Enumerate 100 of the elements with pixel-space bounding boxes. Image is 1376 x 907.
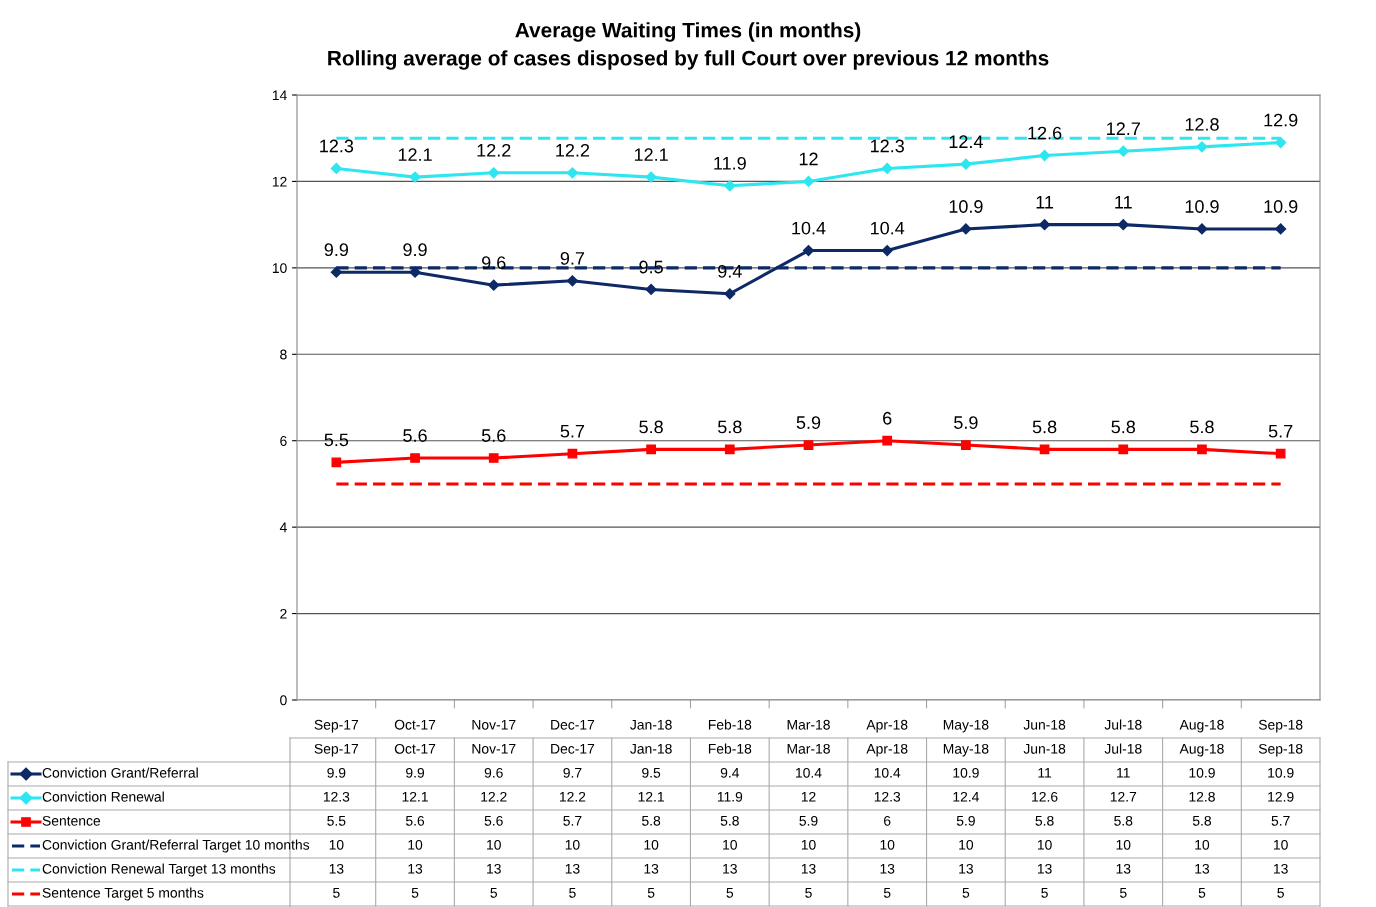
x-tick-label: Feb-18 [708,719,752,730]
data-label: 12.1 [402,791,428,802]
data-label: 5 [333,888,340,898]
x-tick-label: Apr-18 [866,719,908,733]
point [409,266,421,278]
data-label: 9.4 [720,767,740,778]
point [882,435,893,446]
data-label: 9.9 [406,767,425,778]
data-label: 13 [1116,863,1131,874]
point [1196,141,1208,153]
data-label: 9.9 [327,767,346,778]
data-label: 11.9 [714,156,746,170]
data-label: 12.8 [1189,791,1215,802]
data-label: 13 [880,863,895,874]
data-label: 13 [723,863,737,874]
data-label: 5 [1198,888,1206,898]
data-label: 12.4 [953,791,979,802]
data-label: 10 [644,839,659,850]
y-tick-label: 6 [280,436,287,446]
data-label: 13 [801,863,816,874]
data-label: 13 [1195,863,1210,874]
data-label: 5 [490,888,498,898]
data-label: 13 [329,863,344,874]
y-tick-label: 12 [272,176,287,187]
data-label: 11 [1117,768,1130,778]
category-label: Mar-18 [787,743,830,754]
data-label: 10.9 [1189,767,1215,778]
point [724,180,736,192]
data-label: 12.3 [871,139,904,153]
x-tick-label: Mar-18 [787,719,830,730]
y-tick-label: 2 [280,608,287,619]
point [960,158,972,170]
data-label: 5.9 [954,416,978,429]
data-label: 10 [487,839,501,850]
point [1118,444,1129,455]
data-label: 9.6 [484,767,503,778]
data-label: 9.7 [563,767,582,778]
data-label: 12.2 [477,143,511,157]
data-label: 9.7 [560,251,585,265]
data-label: 10 [329,839,344,850]
data-label: 5 [569,888,576,898]
data-label: 11 [1038,768,1052,778]
data-label: 5 [411,888,419,898]
legend-label: Sentence Target 5 months [42,887,204,901]
data-label: 12 [801,791,816,802]
legend-label: Conviction Grant/Referral Target 10 months [42,839,310,853]
data-label: 5.8 [1190,420,1214,434]
category-label: Jun-18 [1023,743,1066,754]
data-label: 10.4 [796,767,822,778]
data-label: 13 [565,863,580,874]
legend-label: Conviction Renewal Target 13 months [42,863,276,877]
data-label: 5.8 [642,815,661,826]
data-label: 5.6 [484,815,503,826]
point [1275,136,1287,149]
data-label: 5 [1041,888,1048,898]
data-label: 9.9 [403,243,427,257]
data-label: 10 [565,839,580,850]
data-label: 12.1 [638,791,664,802]
data-label: 12.9 [1264,113,1298,127]
category-label: Oct-17 [394,743,436,754]
point [566,275,579,287]
data-label: 13 [1037,863,1052,874]
x-tick-label: Nov-17 [472,719,516,730]
category-label: Nov-17 [472,744,516,754]
legend-label: Conviction Renewal [42,791,164,802]
point [1039,444,1050,455]
data-label: 5 [1119,888,1127,898]
data-label: 10.9 [1185,200,1219,213]
data-label: 12.3 [323,791,350,802]
data-label: 5.8 [717,420,742,434]
data-label: 5.5 [327,816,346,826]
point [566,167,579,179]
data-label: 13 [959,863,973,874]
point [960,223,972,235]
data-label: 5.7 [560,425,585,438]
point [803,440,814,450]
category-label: Aug-18 [1179,743,1224,757]
point [488,453,499,463]
x-tick-label: May-18 [943,719,989,733]
point [646,444,656,455]
data-label: 5 [726,888,734,898]
data-label: 10.4 [874,767,901,778]
point [724,288,736,300]
data-label: 5 [805,888,812,898]
data-label: 6 [883,411,892,425]
point [1275,448,1286,459]
data-label: 10 [1116,839,1131,850]
data-label: 10.9 [949,200,983,213]
y-tick-label: 4 [279,522,287,533]
data-label: 10 [1037,839,1052,850]
data-label: 12.9 [1268,791,1294,802]
data-label: 12.2 [481,791,507,802]
data-label: 10 [723,839,737,850]
data-label: 5.6 [405,815,425,826]
data-label: 12.1 [398,148,432,161]
x-tick-label: Aug-18 [1179,719,1224,733]
category-label: May-18 [943,743,989,757]
x-tick-label: Jan-18 [630,719,672,730]
data-label: 11 [1036,195,1054,209]
data-label: 12.2 [559,791,586,802]
